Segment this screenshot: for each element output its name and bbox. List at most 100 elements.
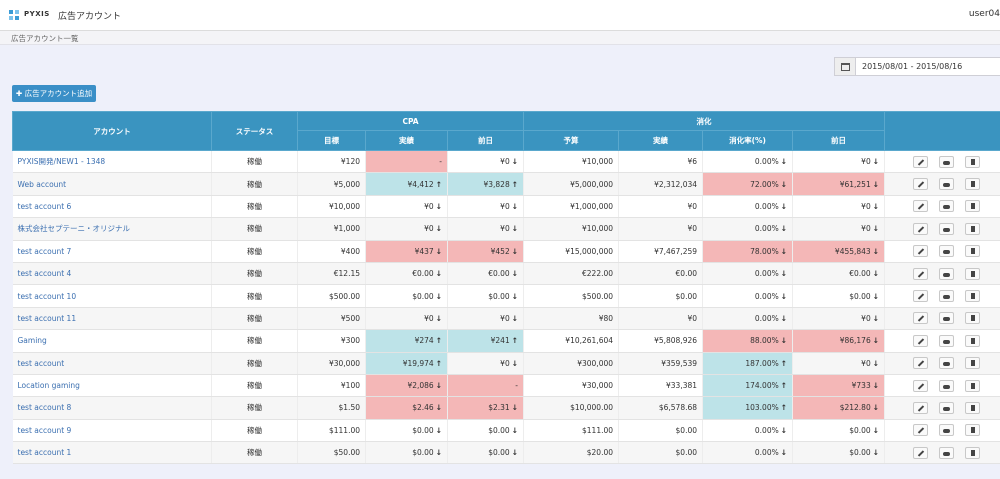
column-header-cons-rate[interactable]: 消化率(%) bbox=[702, 130, 794, 151]
download-button[interactable] bbox=[939, 379, 955, 392]
edit-button[interactable] bbox=[913, 155, 929, 168]
arrow-down-icon: ↓ bbox=[511, 246, 519, 256]
cpa-actual-cell: ¥2,086 ↓ bbox=[365, 374, 448, 398]
report-button[interactable] bbox=[965, 424, 981, 437]
column-header-cpa-actual[interactable]: 実績 bbox=[365, 130, 448, 151]
brand-name[interactable]: PYXIS bbox=[24, 10, 50, 18]
budget-cell: $111.00 bbox=[523, 419, 620, 443]
report-button[interactable] bbox=[965, 267, 981, 280]
account-name-link[interactable]: test account 10 bbox=[12, 284, 212, 308]
report-button[interactable] bbox=[965, 312, 981, 325]
edit-button[interactable] bbox=[913, 357, 929, 370]
download-button[interactable] bbox=[939, 401, 955, 414]
download-button[interactable] bbox=[939, 155, 955, 168]
date-range-value[interactable]: 2015/08/01 - 2015/08/16 bbox=[862, 62, 963, 71]
report-button[interactable] bbox=[965, 155, 981, 168]
report-button[interactable] bbox=[965, 290, 981, 303]
arrow-up-icon: ↑ bbox=[780, 381, 788, 391]
download-button[interactable] bbox=[939, 446, 955, 459]
account-name-link[interactable]: Location gaming bbox=[12, 374, 212, 398]
edit-button[interactable] bbox=[913, 200, 929, 213]
download-button[interactable] bbox=[939, 222, 955, 235]
account-name-link[interactable]: test account 1 bbox=[12, 441, 212, 465]
consumption-actual-cell-value: ¥0 bbox=[687, 224, 698, 234]
arrow-down-icon: ↓ bbox=[435, 425, 442, 435]
cpa-prev-cell: $2.31 ↓ bbox=[447, 396, 525, 420]
cpa-target-cell-value: €12.15 bbox=[333, 269, 360, 279]
table-row: test account 1 稼働 $50.00 $0.00 ↓ $0.00 ↓ $20.00… bbox=[12, 441, 1000, 465]
arrow-down-icon: ↓ bbox=[780, 201, 788, 211]
column-header-cpa-prev[interactable]: 前日 bbox=[446, 130, 525, 151]
edit-button[interactable] bbox=[913, 267, 929, 280]
cpa-actual-cell-value: ¥274 bbox=[414, 336, 434, 346]
edit-button[interactable] bbox=[913, 290, 929, 303]
column-header-status[interactable]: ステータス bbox=[211, 111, 298, 151]
account-name-link[interactable]: Gaming bbox=[12, 329, 212, 353]
column-header-cpa-target[interactable]: 目標 bbox=[297, 130, 366, 151]
report-button[interactable] bbox=[965, 334, 981, 347]
download-button[interactable] bbox=[939, 245, 955, 258]
column-header-account[interactable]: アカウント bbox=[12, 111, 212, 151]
consumption-prev-cell: ¥733 ↓ bbox=[792, 374, 886, 398]
report-button[interactable] bbox=[965, 379, 981, 392]
account-name-link[interactable]: 株式会社セプテーニ・オリジナル bbox=[12, 217, 212, 241]
account-name-link[interactable]: PYXIS開発/NEW1 - 1348 bbox=[12, 150, 212, 174]
edit-button[interactable] bbox=[913, 222, 929, 235]
breadcrumb: 広告アカウント一覧 bbox=[0, 31, 1000, 45]
edit-button[interactable] bbox=[913, 245, 929, 258]
consumption-rate-cell: 72.00% ↓ bbox=[702, 172, 794, 196]
add-ad-account-button[interactable]: ✚ 広告アカウント追加 bbox=[12, 85, 96, 102]
column-header-cons-prev[interactable]: 前日 bbox=[792, 130, 886, 151]
column-header-budget[interactable]: 予算 bbox=[523, 130, 620, 151]
account-name-link[interactable]: test account 11 bbox=[12, 307, 212, 331]
download-button[interactable] bbox=[939, 357, 955, 370]
report-button[interactable] bbox=[965, 178, 981, 191]
cpa-prev-cell: ¥452 ↓ bbox=[447, 240, 525, 263]
column-header-cons-actual[interactable]: 実績 bbox=[618, 130, 704, 151]
cpa-target-cell-value: $1.50 bbox=[338, 403, 360, 413]
cpa-prev-cell: ¥0 ↓ bbox=[447, 352, 525, 375]
account-name-link[interactable]: test account 6 bbox=[12, 195, 212, 219]
cpa-prev-cell: $0.00 ↓ bbox=[447, 441, 525, 465]
report-button[interactable] bbox=[965, 200, 981, 213]
edit-button[interactable] bbox=[913, 379, 929, 392]
row-actions bbox=[884, 240, 1000, 263]
cloud-download-icon bbox=[943, 272, 951, 277]
date-range-picker[interactable]: 2015/08/01 - 2015/08/16 bbox=[834, 57, 1000, 76]
consumption-actual-cell-value: ¥0 bbox=[687, 313, 698, 323]
account-name-link[interactable]: test account 4 bbox=[12, 262, 212, 286]
account-name-link[interactable]: test account 7 bbox=[12, 240, 212, 263]
account-name-link[interactable]: test account 9 bbox=[12, 419, 212, 443]
download-button[interactable] bbox=[939, 200, 955, 213]
download-button[interactable] bbox=[939, 334, 955, 347]
status-cell: 稼働 bbox=[211, 262, 298, 286]
status-cell: 稼働 bbox=[211, 284, 298, 308]
edit-button[interactable] bbox=[913, 446, 929, 459]
arrow-down-icon: ↓ bbox=[435, 313, 442, 323]
edit-button[interactable] bbox=[913, 334, 929, 347]
download-button[interactable] bbox=[939, 290, 955, 303]
edit-button[interactable] bbox=[913, 424, 929, 437]
page-title[interactable]: 広告アカウント bbox=[58, 12, 122, 22]
edit-button[interactable] bbox=[913, 178, 929, 191]
report-button[interactable] bbox=[965, 446, 981, 459]
budget-cell: ¥10,000 bbox=[523, 150, 620, 174]
account-name-link[interactable]: test account bbox=[12, 352, 212, 375]
download-button[interactable] bbox=[939, 424, 955, 437]
download-button[interactable] bbox=[939, 312, 955, 325]
user-menu[interactable]: user04 bbox=[968, 9, 1000, 19]
edit-button[interactable] bbox=[913, 401, 929, 414]
calendar-icon[interactable] bbox=[835, 58, 856, 75]
report-button[interactable] bbox=[965, 222, 981, 235]
download-button[interactable] bbox=[939, 178, 955, 191]
consumption-prev-cell: ¥0 ↓ bbox=[792, 217, 886, 241]
pyxis-logo-icon[interactable] bbox=[9, 10, 19, 20]
report-button[interactable] bbox=[965, 245, 981, 258]
download-button[interactable] bbox=[939, 267, 955, 280]
report-button[interactable] bbox=[965, 401, 981, 414]
arrow-down-icon: ↓ bbox=[435, 201, 442, 211]
report-button[interactable] bbox=[965, 357, 981, 370]
edit-button[interactable] bbox=[913, 312, 929, 325]
account-name-link[interactable]: Web account bbox=[12, 172, 212, 196]
account-name-link[interactable]: test account 8 bbox=[12, 396, 212, 420]
